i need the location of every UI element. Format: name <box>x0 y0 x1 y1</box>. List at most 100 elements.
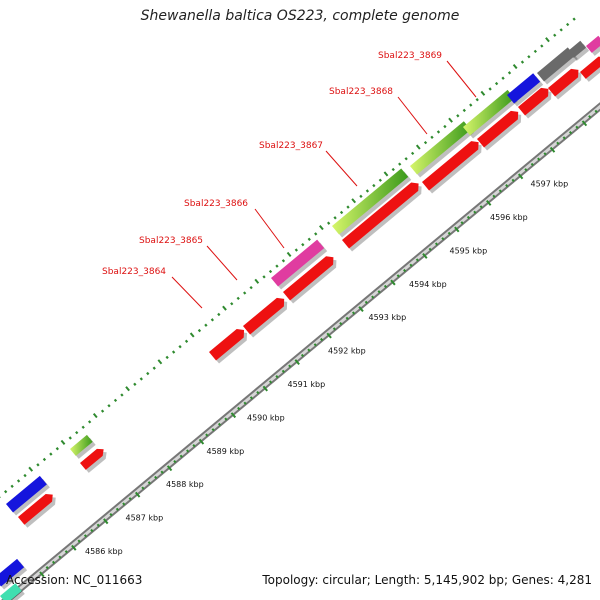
gene-feature-magenta[interactable] <box>271 239 325 287</box>
scale-tick <box>594 109 598 113</box>
gene-label-leader <box>446 60 477 98</box>
scale-tick <box>562 136 566 140</box>
gene-feature-trna[interactable] <box>70 434 93 456</box>
outer-tick <box>383 171 389 177</box>
gene-feature-cds[interactable] <box>477 110 519 148</box>
gene-feature-blue[interactable] <box>6 475 47 513</box>
gene-feature-cds[interactable] <box>580 56 600 79</box>
scale-tick <box>549 146 556 153</box>
outer-tick <box>165 355 169 360</box>
outer-tick <box>133 382 137 386</box>
outer-tick <box>540 44 544 48</box>
outer-tick <box>456 114 460 118</box>
accession-text: Accession: NC_011663 <box>6 573 143 587</box>
scale-tick <box>83 534 88 538</box>
outer-tick <box>281 259 286 263</box>
outer-tick <box>494 81 499 86</box>
outer-tick <box>249 285 253 290</box>
outer-tick <box>204 323 208 327</box>
outer-tick <box>49 452 53 456</box>
gene-feature-cds[interactable] <box>422 141 479 191</box>
gene-feature-grey[interactable] <box>537 47 575 82</box>
scale-tick <box>71 544 77 551</box>
gene-label[interactable]: Sbal223_3864 <box>102 267 166 277</box>
outer-tick <box>520 60 525 64</box>
scale-tick <box>460 221 464 225</box>
scale-tick-ring <box>39 109 598 578</box>
scale-tick <box>269 380 273 384</box>
outer-tick <box>197 328 202 333</box>
gene-feature-cds[interactable] <box>548 68 579 97</box>
scale-tick <box>581 120 588 127</box>
scale-tick <box>371 295 375 299</box>
outer-tick <box>566 22 570 27</box>
gene-feature-cds[interactable] <box>209 328 245 361</box>
outer-tick <box>469 103 473 107</box>
scale-tick <box>364 300 368 304</box>
gene-label[interactable]: Sbal223_3869 <box>378 51 442 61</box>
scale-label: 4587 kbp <box>126 514 164 523</box>
outer-tick <box>333 216 337 220</box>
outer-tick <box>553 33 557 37</box>
outer-tick <box>36 463 40 467</box>
outer-tick <box>178 345 182 349</box>
scale-tick <box>154 475 158 480</box>
gene-feature-magenta[interactable] <box>586 35 600 53</box>
scale-tick <box>109 512 113 517</box>
scale-tick <box>556 141 560 145</box>
scale-tick <box>339 321 343 326</box>
gene-feature-blue[interactable] <box>0 558 25 587</box>
scale-tick <box>147 481 151 485</box>
gene-feature-cds[interactable] <box>80 448 104 470</box>
outer-tick <box>533 49 537 54</box>
gene-feature-green[interactable] <box>332 168 409 235</box>
scale-tick <box>505 184 509 188</box>
scale-tick <box>90 528 94 533</box>
scale-label-layer: 4586 kbp 4587 kbp 4588 kbp 4589 kbp 4590 kbp… <box>85 180 568 556</box>
scale-tick <box>396 274 400 278</box>
backbone-track <box>0 102 600 600</box>
scale-label: 4586 kbp <box>85 547 123 556</box>
gene-label[interactable]: Sbal223_3866 <box>184 199 248 209</box>
gene-feature-cds[interactable] <box>243 297 285 335</box>
scale-tick <box>77 539 81 543</box>
outer-tick <box>275 264 279 268</box>
scale-tick <box>332 327 336 331</box>
outer-tick <box>351 198 357 204</box>
outer-tick <box>87 420 92 424</box>
gene-feature-grey[interactable] <box>568 40 587 58</box>
scale-tick <box>96 523 100 527</box>
gene-label[interactable]: Sbal223_3865 <box>139 236 203 246</box>
scale-tick <box>192 444 196 448</box>
scale-tick <box>403 268 407 273</box>
scale-tick <box>51 560 56 564</box>
gene-feature-cds[interactable] <box>283 256 334 301</box>
gene-features <box>0 35 600 600</box>
gene-label[interactable]: Sbal223_3867 <box>259 141 323 151</box>
outer-tick <box>314 232 318 236</box>
gene-feature-cds[interactable] <box>518 87 549 116</box>
scale-tick <box>275 375 279 379</box>
outer-tick <box>448 117 453 123</box>
outer-tick <box>10 484 14 488</box>
gene-feature-blue[interactable] <box>507 73 541 104</box>
gene-label[interactable]: Sbal223_3868 <box>329 87 393 97</box>
gene-feature-cds[interactable] <box>18 493 53 525</box>
scale-tick <box>313 343 317 347</box>
outer-tick <box>236 296 240 301</box>
outer-tick-ring <box>0 17 576 498</box>
gene-feature-cds[interactable] <box>342 182 419 249</box>
scale-label: 4594 kbp <box>409 280 447 289</box>
scale-tick <box>358 306 364 312</box>
scale-label: 4597 kbp <box>531 180 569 189</box>
outer-tick <box>100 409 105 413</box>
gene-feature-green[interactable] <box>410 121 471 175</box>
outer-tick <box>210 318 215 322</box>
outer-tick <box>146 371 150 376</box>
gene-feature-green[interactable] <box>463 89 515 136</box>
outer-tick <box>75 430 79 435</box>
outer-tick <box>527 55 531 59</box>
scale-label: 4589 kbp <box>207 447 245 456</box>
outer-tick <box>430 135 434 139</box>
gene-feature-teal[interactable] <box>0 583 22 600</box>
